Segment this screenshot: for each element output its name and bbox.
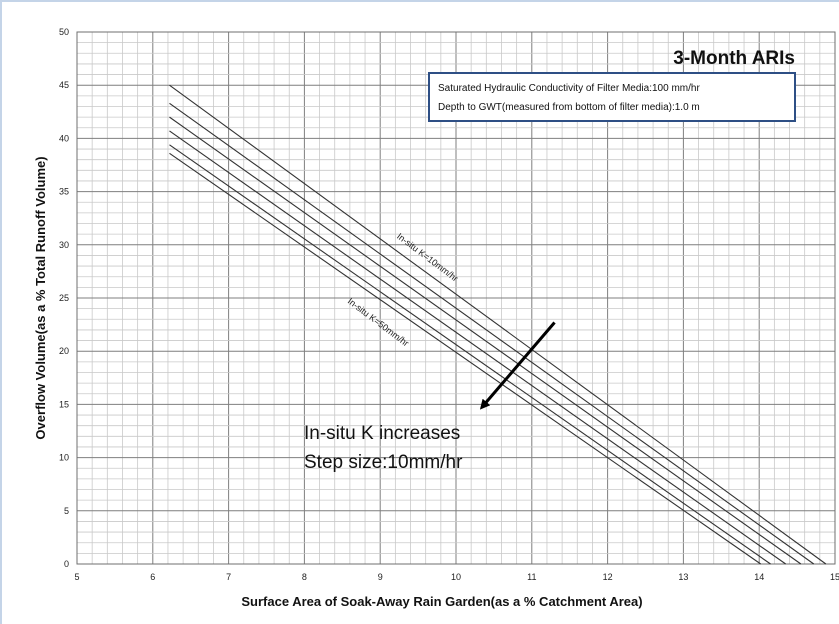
series-line bbox=[169, 152, 762, 565]
x-tick-label: 7 bbox=[226, 572, 231, 582]
x-tick-label: 14 bbox=[754, 572, 764, 582]
x-tick-label: 8 bbox=[302, 572, 307, 582]
annotation-arrow bbox=[479, 321, 556, 410]
series-layer bbox=[169, 84, 827, 565]
annotation-line-2: Step size:10mm/hr bbox=[304, 452, 463, 473]
series-line bbox=[169, 84, 827, 565]
y-tick-label: 35 bbox=[59, 187, 69, 197]
x-tick-label: 13 bbox=[678, 572, 688, 582]
y-tick-label: 15 bbox=[59, 399, 69, 409]
legend-line-2: Depth to GWT(measured from bottom of fil… bbox=[438, 102, 700, 113]
series-line bbox=[169, 116, 802, 565]
y-tick-label: 5 bbox=[64, 506, 69, 516]
x-axis-title: Surface Area of Soak-Away Rain Garden(as… bbox=[241, 594, 642, 609]
x-tick-label: 6 bbox=[150, 572, 155, 582]
y-axis-title: Overflow Volume(as a % Total Runoff Volu… bbox=[33, 156, 48, 439]
y-tick-label: 45 bbox=[59, 80, 69, 90]
y-tick-label: 10 bbox=[59, 453, 69, 463]
x-tick-label: 12 bbox=[603, 572, 613, 582]
series-line bbox=[169, 102, 815, 565]
series-line bbox=[169, 130, 787, 565]
x-tick-label: 11 bbox=[527, 572, 536, 582]
y-tick-label: 40 bbox=[59, 133, 69, 143]
chart-title: 3-Month ARIs bbox=[673, 48, 795, 69]
legend-box-frame bbox=[428, 72, 796, 122]
y-tick-label: 25 bbox=[59, 293, 69, 303]
y-tick-label: 50 bbox=[59, 27, 69, 37]
plot-area-border bbox=[76, 31, 836, 565]
y-tick-label: 20 bbox=[59, 346, 69, 356]
x-tick-label: 15 bbox=[830, 572, 839, 582]
x-tick-label: 9 bbox=[378, 572, 383, 582]
series-line bbox=[169, 144, 771, 565]
x-tick-label: 5 bbox=[74, 572, 79, 582]
annotation-line-1: In-situ K increases bbox=[304, 423, 460, 444]
legend-box: Saturated Hydraulic Conductivity of Filt… bbox=[428, 72, 796, 122]
legend-line-1: Saturated Hydraulic Conductivity of Filt… bbox=[438, 83, 700, 94]
x-tick-label: 10 bbox=[451, 572, 461, 582]
y-tick-label: 30 bbox=[59, 240, 69, 250]
y-tick-label: 0 bbox=[64, 559, 69, 569]
